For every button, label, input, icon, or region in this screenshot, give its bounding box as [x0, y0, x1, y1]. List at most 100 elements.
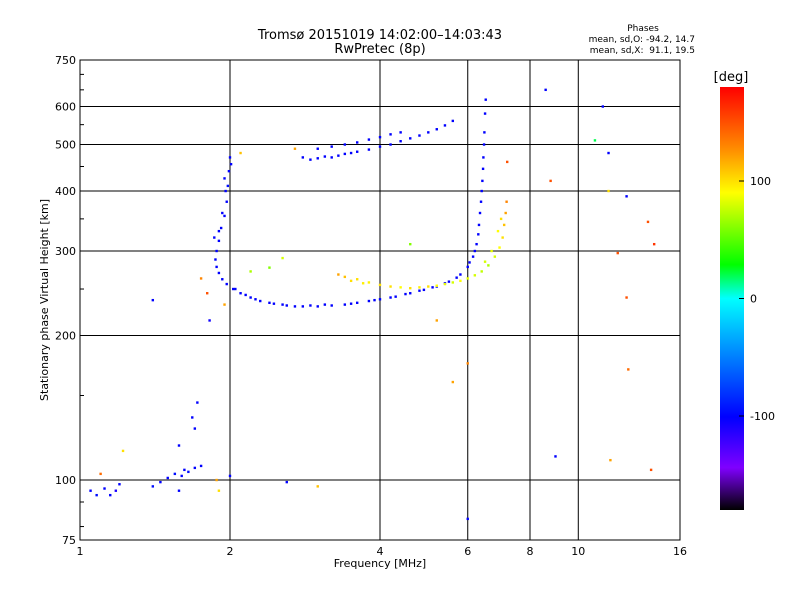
- data-point: [254, 298, 257, 301]
- data-point: [343, 275, 347, 279]
- data-point: [316, 147, 319, 150]
- data-point: [249, 270, 252, 273]
- data-point: [418, 134, 421, 137]
- data-point: [627, 368, 630, 371]
- data-point: [646, 220, 650, 224]
- colorbar-ticks: 100 0 -100: [739, 175, 775, 423]
- phases-heading: Phases: [627, 24, 659, 34]
- x-tick-label: 4: [377, 545, 384, 558]
- data-point: [549, 179, 552, 183]
- data-point: [214, 258, 217, 261]
- y-tick-label: 750: [55, 54, 76, 67]
- data-point: [443, 124, 447, 127]
- data-point: [649, 468, 653, 472]
- data-point: [227, 169, 231, 173]
- data-point: [268, 266, 271, 269]
- data-point: [239, 292, 242, 295]
- data-point: [504, 211, 507, 215]
- x-tick-label: 1: [77, 545, 84, 558]
- data-point: [225, 282, 228, 286]
- data-point: [217, 239, 221, 243]
- data-point: [239, 151, 242, 155]
- data-point: [466, 517, 469, 521]
- data-point: [378, 298, 382, 301]
- y-tick-label: 400: [55, 185, 76, 198]
- data-point: [173, 472, 177, 476]
- data-point: [316, 305, 319, 308]
- data-point: [607, 151, 610, 155]
- data-point: [285, 480, 288, 484]
- data-point: [249, 296, 252, 299]
- data-point: [199, 464, 203, 468]
- data-point: [482, 143, 486, 146]
- data-point: [118, 483, 121, 486]
- data-point: [481, 179, 484, 183]
- data-point: [483, 260, 487, 263]
- data-point: [477, 233, 480, 236]
- data-point: [480, 189, 483, 193]
- data-point: [293, 147, 297, 150]
- data-point: [447, 280, 451, 283]
- data-point: [505, 160, 509, 164]
- data-point: [215, 265, 218, 269]
- data-point: [228, 474, 232, 478]
- data-points: [89, 88, 656, 521]
- data-point: [159, 480, 162, 484]
- data-point: [435, 284, 438, 287]
- data-point: [389, 296, 392, 299]
- data-point: [177, 444, 181, 447]
- y-tick-label: 100: [55, 474, 76, 487]
- data-point: [205, 292, 209, 295]
- data-point: [361, 282, 365, 285]
- data-point: [478, 211, 482, 215]
- data-point: [652, 242, 656, 246]
- y-tick-label: 500: [55, 139, 76, 152]
- data-point: [166, 476, 169, 480]
- data-point: [272, 302, 276, 305]
- data-point: [355, 278, 359, 281]
- data-point: [193, 466, 197, 470]
- data-point: [367, 148, 371, 151]
- data-point: [501, 236, 504, 239]
- data-point: [215, 478, 218, 482]
- data-point: [466, 265, 469, 269]
- data-point: [217, 229, 221, 233]
- data-point: [409, 286, 412, 290]
- data-point: [316, 485, 319, 488]
- data-point: [451, 119, 455, 123]
- data-point: [443, 282, 447, 286]
- data-point: [309, 304, 312, 307]
- data-point: [609, 458, 612, 462]
- data-point: [473, 249, 477, 253]
- data-point: [482, 156, 485, 159]
- data-point: [89, 489, 92, 492]
- data-point: [225, 200, 228, 203]
- data-point: [373, 298, 376, 302]
- data-point: [483, 112, 487, 115]
- data-point: [323, 303, 327, 306]
- data-point: [451, 380, 455, 384]
- data-point: [221, 278, 224, 281]
- data-point: [196, 401, 199, 404]
- data-point: [355, 150, 359, 153]
- data-point: [215, 249, 218, 253]
- data-point: [337, 273, 340, 276]
- data-point: [480, 270, 483, 273]
- data-point: [459, 279, 462, 283]
- data-point: [234, 287, 237, 291]
- data-point: [394, 295, 397, 298]
- chart-subtitle: RwPretec (8p): [334, 42, 425, 57]
- data-point: [459, 273, 462, 276]
- data-point: [223, 214, 226, 218]
- data-point: [301, 305, 305, 308]
- data-point: [114, 489, 118, 492]
- data-point: [471, 255, 475, 258]
- data-point: [427, 285, 430, 288]
- data-point: [193, 427, 197, 430]
- data-point: [343, 152, 347, 156]
- data-point: [399, 286, 402, 289]
- data-point: [349, 302, 353, 305]
- data-point: [99, 472, 102, 476]
- data-point: [151, 485, 155, 488]
- data-point: [213, 236, 216, 239]
